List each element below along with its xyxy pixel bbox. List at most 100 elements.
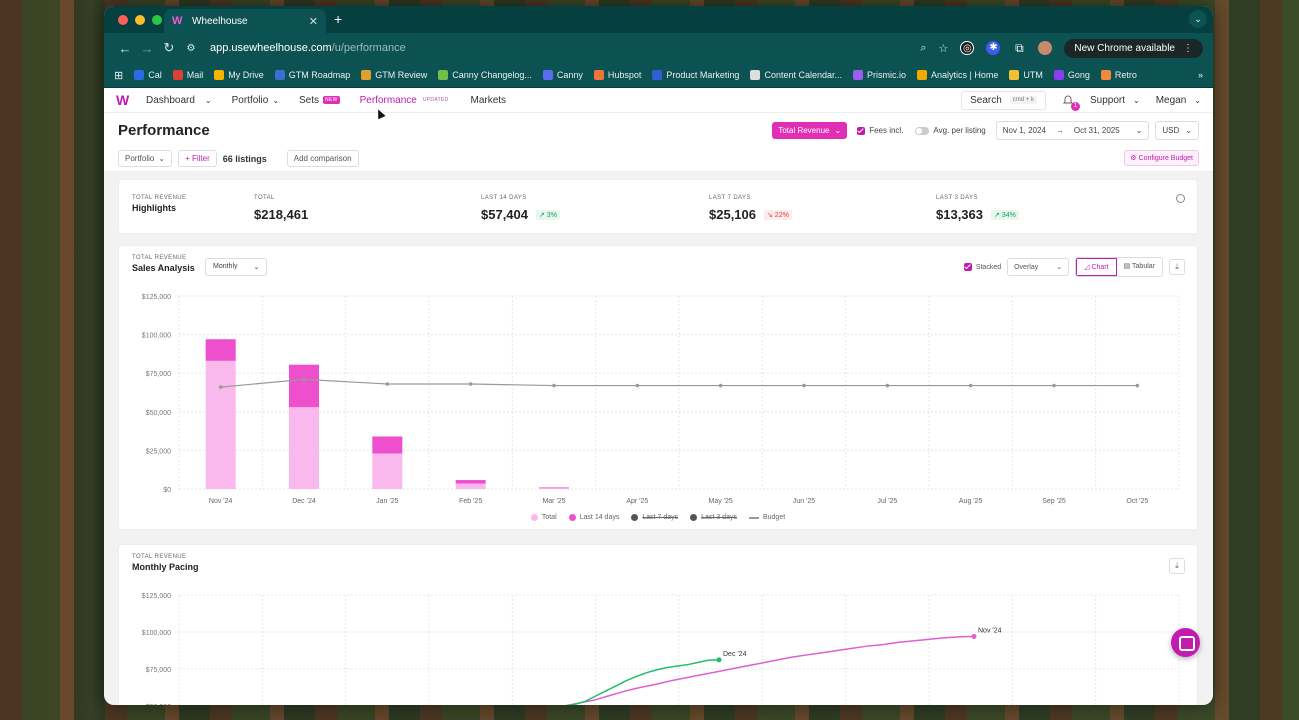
chevron-down-icon: ⌄ <box>253 264 260 271</box>
x-tick-label: Dec '24 <box>292 498 316 505</box>
bookmark-item[interactable]: GTM Roadmap <box>274 70 350 80</box>
maximize-window-icon[interactable] <box>152 14 162 25</box>
overlay-select[interactable]: Overlay ⌄ <box>1007 258 1070 276</box>
clock-icon[interactable] <box>1176 194 1185 203</box>
tabular-view-button[interactable]: ▤ Tabular <box>1117 258 1162 276</box>
bookmark-favicon-icon <box>917 70 928 80</box>
date-from: Nov 1, 2024 <box>1002 126 1046 135</box>
nav-support[interactable]: Support ⌄ <box>1090 95 1140 106</box>
site-info-icon[interactable]: ⚙ <box>186 42 196 54</box>
legend-item[interactable]: Total <box>530 514 557 521</box>
stacked-checkbox[interactable]: Stacked <box>963 263 1001 271</box>
profile-avatar[interactable] <box>1038 41 1053 55</box>
bookmark-item[interactable]: GTM Review <box>361 70 427 80</box>
x-tick-label: Nov '24 <box>209 498 233 505</box>
search-button[interactable]: Search cmd + k <box>961 90 1046 110</box>
avg-per-listing-toggle[interactable]: Avg. per listing <box>915 126 986 135</box>
legend-item[interactable]: Last 3 days <box>690 514 737 521</box>
add-filter-button[interactable]: + Filter <box>178 150 217 167</box>
forward-icon[interactable]: → <box>140 40 154 56</box>
browser-tab[interactable]: W Wheelhouse ✕ <box>164 9 326 33</box>
chrome-update-button[interactable]: New Chrome available ⋮ <box>1064 38 1203 58</box>
add-comparison-button[interactable]: Add comparison <box>286 150 359 167</box>
x-tick-label: Apr '25 <box>626 498 648 505</box>
close-tab-icon[interactable]: ✕ <box>308 15 318 28</box>
bookmark-item[interactable]: Retro <box>1100 70 1137 80</box>
bookmark-favicon-icon <box>1009 70 1020 80</box>
legend-swatch <box>748 516 759 519</box>
nav-sets[interactable]: Sets NEW <box>299 95 340 106</box>
reload-icon[interactable]: ↻ <box>163 40 175 55</box>
nav-performance[interactable]: Performance UPDATED <box>360 95 451 106</box>
y-tick-label: $50,000 <box>146 704 171 705</box>
legend-item[interactable]: Last 7 days <box>631 514 678 521</box>
apps-grid-icon[interactable]: ⊞ <box>114 69 124 82</box>
more-bookmarks-icon[interactable]: » <box>1197 70 1203 80</box>
period-select[interactable]: Monthly ⌄ <box>205 258 268 276</box>
fees-checkbox[interactable]: Fees incl. <box>857 126 903 135</box>
nav-portfolio[interactable]: Portfolio ⌄ <box>232 95 279 106</box>
card-subtitle: TOTAL REVENUE <box>132 255 187 261</box>
fees-label: Fees incl. <box>869 126 904 135</box>
download-icon[interactable]: ⤓ <box>1169 558 1185 574</box>
legend-item[interactable]: Budget <box>748 514 785 521</box>
bookmark-item[interactable]: Canny Changelog... <box>438 70 532 80</box>
nav-markets[interactable]: Markets <box>470 95 506 106</box>
bookmark-item[interactable]: Hubspot <box>593 70 641 80</box>
user-menu[interactable]: Megan ⌄ <box>1156 95 1201 106</box>
bookmark-item[interactable]: Mail <box>172 70 203 80</box>
new-badge: NEW <box>323 96 340 104</box>
chrome-update-label: New Chrome available <box>1074 42 1175 54</box>
x-tick-label: Sep '25 <box>1042 498 1066 505</box>
legend-item[interactable]: Last 14 days <box>568 514 619 521</box>
toggle-icon <box>915 126 930 135</box>
currency-select[interactable]: USD ⌄ <box>1155 121 1199 140</box>
currency-label: USD <box>1162 126 1180 135</box>
bookmark-item[interactable]: Analytics | Home <box>917 70 998 80</box>
stat-label: LAST 7 DAYS <box>709 195 751 201</box>
minimize-window-icon[interactable] <box>135 14 145 25</box>
date-to: Oct 31, 2025 <box>1073 126 1120 135</box>
nav-dashboard[interactable]: Dashboard ⌄ <box>146 95 212 106</box>
bookmark-label: My Drive <box>228 70 264 80</box>
avg-label: Avg. per listing <box>933 126 986 135</box>
configure-budget-button[interactable]: ⚙ Configure Budget <box>1124 150 1199 166</box>
zoom-icon[interactable]: ⌕ <box>920 41 927 54</box>
pacing-series-line <box>565 635 975 705</box>
extensions-puzzle-icon[interactable]: ⧉ <box>1015 41 1024 55</box>
close-window-icon[interactable] <box>118 14 128 25</box>
new-tab-icon[interactable]: + <box>334 11 343 27</box>
chat-launcher-button[interactable] <box>1171 628 1200 657</box>
bookmark-item[interactable]: UTM <box>1009 70 1043 80</box>
stat-value: $13,363 <box>936 207 983 222</box>
download-icon[interactable]: ⤓ <box>1169 259 1185 275</box>
budget-point <box>385 382 390 386</box>
tab-search-icon[interactable]: ⌄ <box>1189 10 1207 28</box>
bookmark-item[interactable]: Cal <box>134 70 162 80</box>
extension-icon[interactable]: ✱ <box>986 41 1001 55</box>
bookmark-item[interactable]: Product Marketing <box>652 70 739 80</box>
chart-view-button[interactable]: ◿ Chart <box>1076 258 1117 276</box>
bookmark-item[interactable]: My Drive <box>214 70 264 80</box>
extension-icon[interactable]: ◎ <box>960 41 975 55</box>
portfolio-filter[interactable]: Portfolio ⌄ <box>118 150 173 167</box>
bookmark-item[interactable]: Canny <box>542 70 583 80</box>
wheelhouse-logo-icon[interactable]: W <box>116 92 130 108</box>
back-icon[interactable]: ← <box>118 40 132 56</box>
chevron-down-icon: ⌄ <box>834 126 842 135</box>
budget-point <box>468 382 473 386</box>
date-range-picker[interactable]: Nov 1, 2024 → Oct 31, 2025 ⌄ <box>995 121 1150 140</box>
bookmark-item[interactable]: Gong <box>1053 70 1090 80</box>
user-name: Megan <box>1155 94 1187 106</box>
y-tick-label: $75,000 <box>146 371 171 378</box>
bookmark-item[interactable]: Prismic.io <box>853 70 906 80</box>
bookmark-favicon-icon <box>1100 70 1111 80</box>
bookmark-item[interactable]: Content Calendar... <box>750 70 842 80</box>
url-field[interactable]: app.usewheelhouse.com/u/performance <box>210 37 406 59</box>
notifications-bell-icon[interactable]: 1 <box>1062 94 1080 111</box>
configure-budget-label: Configure Budget <box>1138 155 1193 162</box>
change-badge: ↗ 3% <box>536 209 560 220</box>
bookmark-favicon-icon <box>652 70 663 80</box>
bookmark-star-icon[interactable]: ☆ <box>938 42 949 55</box>
metric-select[interactable]: Total Revenue ⌄ <box>772 122 848 139</box>
